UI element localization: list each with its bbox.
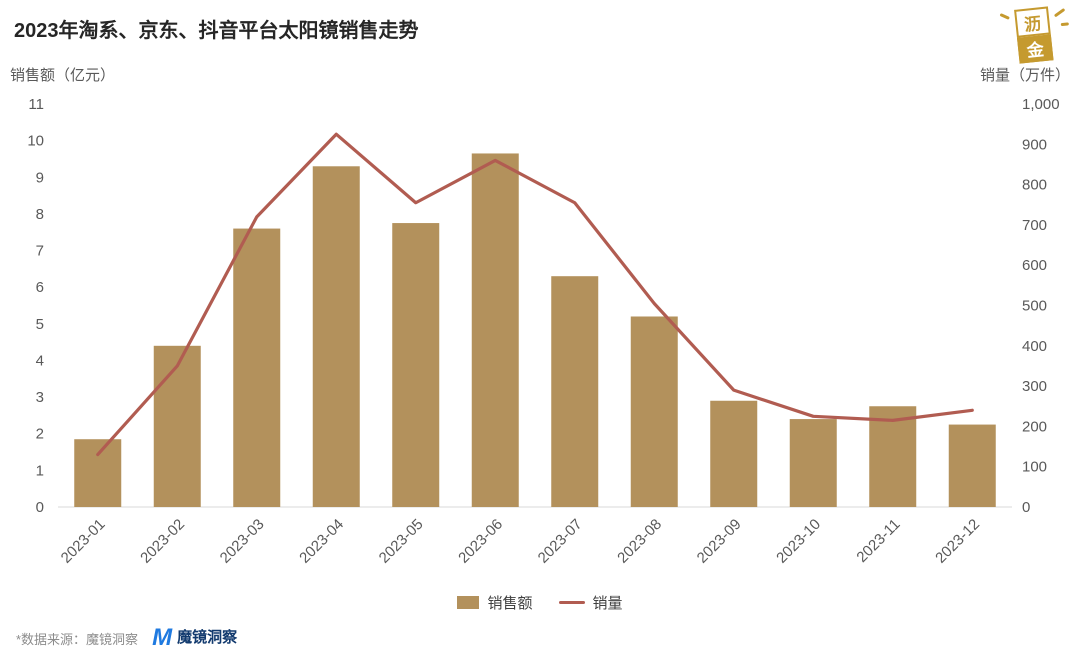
logo-ray-icon xyxy=(1060,22,1069,27)
ligin-logo: 沥 金 xyxy=(999,5,1069,69)
left-axis-tick: 3 xyxy=(36,389,44,406)
sales-bar xyxy=(710,400,758,507)
left-axis-tick: 5 xyxy=(36,316,44,333)
combo-chart: 0 1 2 3 4 5 6 7 8 9 10 11 0 100 200 300 400 500 600 700 800 9… xyxy=(27,96,1060,567)
right-axis-tick: 900 xyxy=(1022,136,1047,153)
volume-line xyxy=(96,132,974,457)
x-axis-label: 2023-03 xyxy=(217,516,268,567)
footer: *数据来源：魔镜洞察 M 魔镜洞察 xyxy=(16,626,237,650)
moojing-m-icon: M xyxy=(152,624,172,651)
line-swatch-icon xyxy=(558,600,585,605)
bar-swatch-icon xyxy=(457,596,480,609)
logo-char-top: 沥 xyxy=(1014,6,1051,38)
chart-legend: 销售额 销量 xyxy=(0,592,1080,613)
right-axis-tick: 1,000 xyxy=(1022,96,1060,113)
right-axis-tick: 700 xyxy=(1022,217,1047,234)
left-axis-tick: 4 xyxy=(36,352,44,369)
left-axis-tick: 11 xyxy=(28,96,44,113)
logo-ray-icon xyxy=(1053,7,1066,18)
right-axis-tick: 800 xyxy=(1022,177,1047,194)
sales-bar xyxy=(630,316,678,507)
sales-bar xyxy=(312,166,360,508)
right-axis-tick: 100 xyxy=(1022,459,1047,476)
left-axis-tick: 2 xyxy=(36,426,44,443)
sales-bar xyxy=(392,223,440,507)
x-axis-label: 2023-07 xyxy=(535,516,586,567)
sales-bar xyxy=(233,228,281,507)
chart-title: 2023年淘系、京东、抖音平台太阳镜销售走势 xyxy=(14,20,419,42)
legend-label: 销售额 xyxy=(487,595,533,612)
sales-bar xyxy=(74,439,122,507)
logo-char-bottom: 金 xyxy=(1016,34,1054,64)
right-axis-tick: 300 xyxy=(1022,378,1047,395)
logo-ray-icon xyxy=(999,13,1010,20)
moojing-logo-text: 魔镜洞察 xyxy=(177,628,238,646)
legend-item-volume: 销量 xyxy=(558,592,623,613)
moojing-logo: M 魔镜洞察 xyxy=(152,626,237,650)
right-axis-tick: 200 xyxy=(1022,418,1047,435)
x-axis-label: 2023-12 xyxy=(932,516,983,567)
x-axis-label: 2023-09 xyxy=(694,516,745,567)
left-axis-tick: 0 xyxy=(36,499,44,516)
right-axis-tick: 500 xyxy=(1022,298,1047,315)
sales-bar xyxy=(869,406,917,507)
x-axis-label: 2023-08 xyxy=(614,516,665,567)
x-axis-label: 2023-02 xyxy=(137,516,188,567)
right-axis-title: 销量（万件） xyxy=(979,67,1070,84)
sales-bar xyxy=(948,424,996,507)
left-axis-tick: 1 xyxy=(36,462,44,479)
legend-label: 销量 xyxy=(592,595,623,612)
left-axis-tick: 8 xyxy=(36,206,44,223)
right-axis-tick: 400 xyxy=(1022,338,1047,355)
x-axis-label: 2023-01 xyxy=(58,516,109,567)
x-axis-label: 2023-06 xyxy=(455,516,506,567)
sales-bar xyxy=(789,419,837,507)
left-axis-tick: 7 xyxy=(36,243,44,260)
right-axis-tick: 0 xyxy=(1022,499,1030,516)
left-axis-title: 销售额（亿元） xyxy=(10,67,116,84)
chart-area: 0 1 2 3 4 5 6 7 8 9 10 11 0 100 200 300 400 500 600 700 800 9… xyxy=(0,88,1080,598)
right-axis-tick: 600 xyxy=(1022,257,1047,274)
sales-bar xyxy=(551,276,599,507)
x-axis-label: 2023-10 xyxy=(773,516,824,567)
legend-item-sales: 销售额 xyxy=(457,592,533,613)
left-axis-tick: 9 xyxy=(36,169,44,186)
sales-bar xyxy=(471,153,519,507)
left-axis-tick: 6 xyxy=(36,279,44,296)
x-axis-label: 2023-05 xyxy=(376,516,427,567)
x-axis-label: 2023-04 xyxy=(296,516,347,567)
left-axis-tick: 10 xyxy=(27,133,44,150)
sales-bar xyxy=(153,345,201,507)
data-source-note: *数据来源：魔镜洞察 xyxy=(16,631,139,647)
x-axis-label: 2023-11 xyxy=(853,516,903,566)
